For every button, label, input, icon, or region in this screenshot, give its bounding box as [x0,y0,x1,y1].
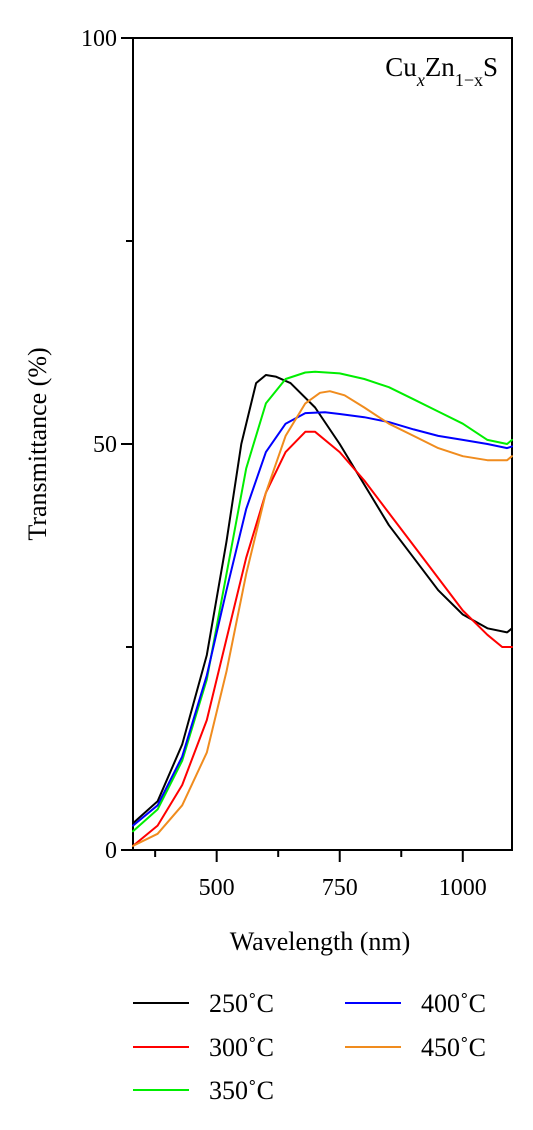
legend: 250˚C 300˚C 350˚C 400˚C 450˚C [133,989,486,1105]
x-tick-label: 500 [199,875,235,901]
x-axis-ticks: 500 750 1000 [154,850,487,901]
series-line [132,370,513,833]
series-line [132,430,513,847]
legend-label: 400˚C [421,989,486,1018]
y-tick-label: 100 [81,26,117,52]
legend-item: 400˚C [345,989,486,1018]
plot-area: 0 50 100 500 750 1000 [81,26,513,901]
y-axis-ticks: 0 50 100 [81,26,133,864]
series-lines [132,370,513,847]
legend-item: 350˚C [133,1076,274,1105]
series-line [132,411,513,827]
legend-item: 450˚C [345,1033,486,1062]
chart-annotation: CuxZn1−xS [385,52,498,90]
y-tick-label: 0 [105,838,117,864]
legend-label: 300˚C [209,1033,274,1062]
legend-label: 350˚C [209,1076,274,1105]
x-axis-label: Wavelength (nm) [230,927,411,956]
x-tick-label: 750 [322,875,358,901]
legend-item: 300˚C [133,1033,274,1062]
y-axis-label: Transmittance (%) [23,347,52,540]
legend-label: 250˚C [209,989,274,1018]
legend-label: 450˚C [421,1033,486,1062]
y-tick-label: 50 [93,432,117,458]
x-tick-label: 1000 [439,875,487,901]
series-line [132,390,513,847]
series-line [132,374,513,825]
legend-item: 250˚C [133,989,274,1018]
